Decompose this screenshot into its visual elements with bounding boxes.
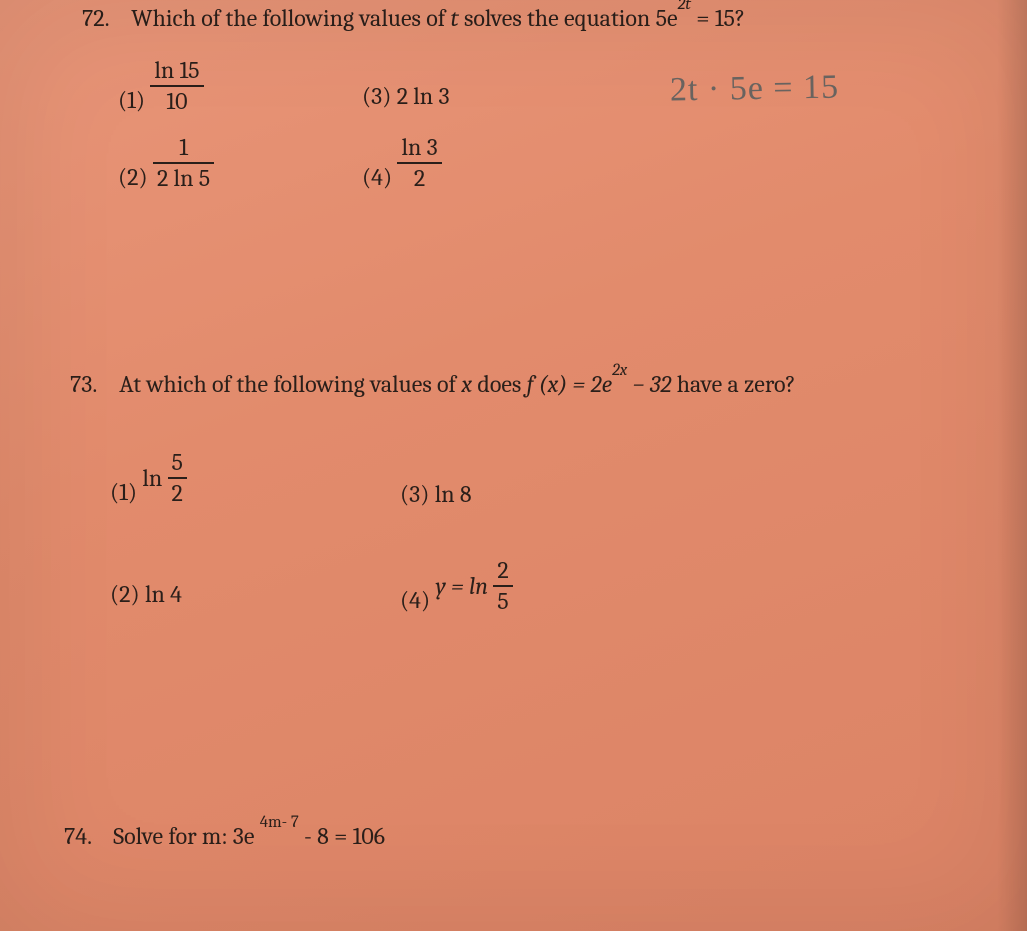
q73-function: f (x) = 2e2x − 32 (527, 370, 672, 398)
q74-suffix: - 8 = 106 (299, 822, 385, 850)
q72-option-2-fraction: 1 2 ln 5 (153, 135, 214, 191)
page-edge-shadow (997, 0, 1027, 931)
q72-number: 72. (82, 4, 126, 32)
q72-option-1-den: 10 (150, 87, 203, 114)
q73-option-1-prefix: ln (142, 464, 162, 492)
q72-handwriting: 2t · 5e = 15 (670, 69, 840, 110)
q73-option-4-fraction: 2 5 (493, 558, 512, 614)
q72-equation: 5e2t = 15 (656, 4, 735, 32)
q72-option-1-num: ln 15 (150, 58, 203, 87)
q73-option-2-text: ln 4 (145, 580, 182, 608)
q73-option-2: (2) ln 4 (110, 578, 182, 608)
q73-option-3-label: (3) (400, 480, 429, 508)
q74-exp: 4m- 7 (260, 813, 299, 832)
q73-option-4-num: 2 (493, 558, 512, 587)
q73-text-mid: does (472, 370, 527, 398)
q73-option-4-prefix: y = ln (435, 572, 488, 600)
q72-text-after: solves the equation (459, 4, 656, 32)
q73-option-1-label: (1) (110, 478, 137, 506)
q72-option-2: (2) 1 2 ln 5 (118, 135, 214, 191)
q72-option-4-fraction: ln 3 2 (397, 135, 441, 191)
q73-option-3: (3) ln 8 (400, 478, 472, 508)
q72-option-4-num: ln 3 (397, 135, 441, 164)
q72-option-3-text: 2 ln 3 (397, 82, 450, 110)
q72-option-1-label: (1) (118, 86, 145, 114)
q73-option-1-fraction: 5 2 (168, 450, 187, 506)
q72-option-4-den: 2 (397, 164, 441, 191)
q72-option-4-label: (4) (362, 163, 392, 191)
q72-option-1: (1) ln 15 10 (118, 58, 204, 114)
q73-option-1-num: 5 (168, 450, 187, 479)
q72-eq-suffix: = 15 (691, 4, 735, 32)
q73-option-2-label: (2) (110, 580, 140, 608)
q72-option-3: (3) 2 ln 3 (362, 80, 450, 110)
q73-option-1: (1) ln 5 2 (110, 450, 187, 506)
q73-option-1-den: 2 (168, 479, 187, 506)
q72-eq-prefix: 5e (656, 4, 678, 32)
q72-qmark: ? (735, 4, 745, 32)
q72-variable: t (451, 4, 459, 32)
question-72: 72. Which of the following values of t s… (82, 4, 982, 32)
q72-option-2-num: 1 (153, 135, 214, 164)
q73-f-suffix: − 32 (627, 370, 671, 398)
q72-option-2-label: (2) (118, 163, 148, 191)
q73-variable: x (461, 370, 472, 398)
q73-text-after: have a zero? (677, 370, 796, 398)
q72-option-2-den: 2 ln 5 (153, 164, 214, 191)
q73-text-before: At which of the following values of (119, 370, 461, 398)
question-74: 74. Solve for m: 3e 4m- 7 - 8 = 106 (64, 822, 964, 850)
q74-number: 74. (64, 822, 108, 850)
q73-f-prefix: f (x) = 2e (527, 370, 612, 398)
worksheet-page: 72. Which of the following values of t s… (0, 0, 1027, 931)
q73-f-exp: 2x (612, 361, 627, 380)
q72-option-1-fraction: ln 15 10 (150, 58, 203, 114)
question-73: 73. At which of the following values of … (70, 370, 1010, 398)
q73-option-4: (4) y = ln 2 5 (400, 558, 513, 614)
q72-option-4: (4) ln 3 2 (362, 135, 442, 191)
q72-option-3-label: (3) (362, 82, 391, 110)
q73-option-3-text: ln 8 (435, 480, 472, 508)
q73-number: 73. (70, 370, 114, 398)
q73-option-4-den: 5 (493, 587, 512, 614)
q74-text: Solve for m: 3e (113, 822, 259, 850)
q73-option-4-label: (4) (400, 586, 430, 614)
q72-text-before: Which of the following values of (131, 4, 450, 32)
q72-eq-exp: 2t (678, 0, 691, 14)
